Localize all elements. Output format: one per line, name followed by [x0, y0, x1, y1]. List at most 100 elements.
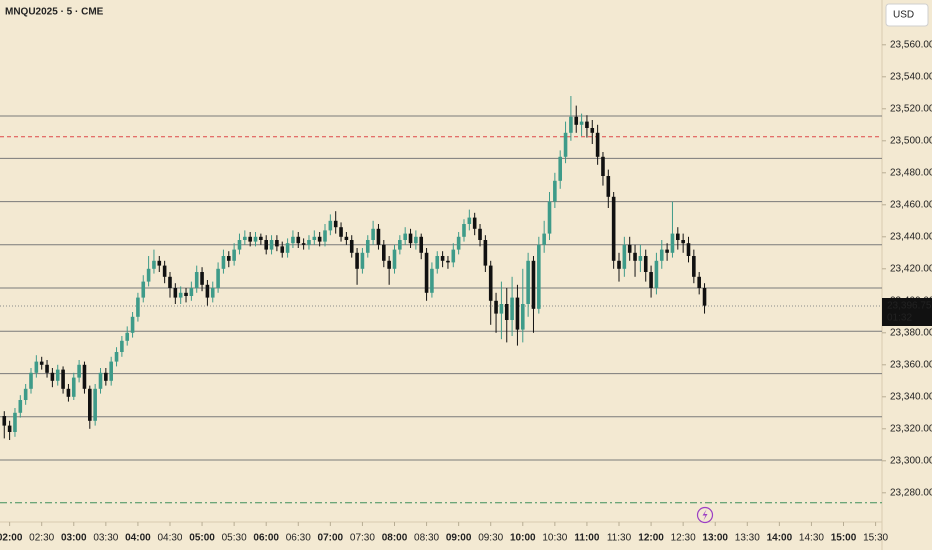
candle-body — [520, 304, 525, 330]
candle-body — [349, 240, 354, 253]
candle-body — [339, 227, 343, 237]
candle-body — [275, 240, 279, 247]
candle — [34, 355, 39, 378]
candle — [130, 312, 135, 338]
candle — [590, 120, 595, 144]
candle — [365, 235, 370, 258]
candle — [665, 243, 669, 261]
candle-body — [77, 364, 81, 378]
candle — [398, 235, 402, 255]
candle-body — [585, 121, 589, 128]
candle — [649, 265, 653, 298]
candle — [499, 281, 504, 340]
candle-body — [382, 244, 386, 261]
candle-body — [638, 256, 643, 261]
candle-body — [526, 260, 530, 304]
candle-body — [371, 228, 375, 240]
candle — [676, 227, 680, 250]
last-price-label: 23,396.75 — [887, 301, 932, 312]
candle — [435, 251, 440, 274]
candle-body — [71, 377, 76, 397]
candle-body — [563, 132, 568, 157]
chart-title: MNQU2025 · 5 · CME — [5, 7, 104, 18]
candle — [697, 272, 701, 295]
candle — [585, 115, 589, 138]
candle-body — [323, 230, 327, 242]
candle — [670, 201, 675, 258]
candle-body — [606, 176, 611, 197]
x-tick-label: 04:00 — [125, 533, 151, 544]
candle-body — [109, 361, 113, 381]
candle-body — [633, 252, 637, 261]
x-tick-label: 14:30 — [799, 533, 824, 544]
candle-body — [23, 388, 28, 400]
candle — [178, 286, 183, 304]
candle — [553, 172, 557, 208]
candle-body — [387, 260, 391, 269]
candle — [542, 220, 546, 253]
x-tick-label: 06:30 — [286, 533, 311, 544]
y-tick-label: 23,360.00 — [890, 359, 932, 370]
candle-body — [478, 228, 482, 240]
candle — [403, 227, 407, 245]
candle — [13, 408, 17, 437]
candle-body — [184, 292, 188, 296]
candle-body — [504, 304, 509, 320]
candle — [563, 121, 568, 164]
candle-body — [537, 244, 541, 309]
alert-bolt[interactable] — [702, 509, 708, 521]
candle — [462, 219, 466, 242]
candle — [98, 368, 103, 394]
candle-body — [243, 236, 247, 240]
x-tick-label: 07:00 — [318, 533, 344, 544]
candle — [61, 366, 65, 394]
candle-body — [462, 224, 466, 237]
candle-body — [221, 256, 226, 269]
candle-body — [168, 276, 172, 288]
x-tick-label: 07:30 — [350, 533, 375, 544]
currency-label[interactable]: USD — [893, 10, 914, 21]
alert-icon[interactable] — [696, 506, 714, 524]
candle-body — [702, 288, 707, 306]
candle — [339, 222, 343, 242]
candle-body — [18, 400, 23, 413]
candle-body — [659, 249, 664, 261]
candle — [120, 336, 124, 357]
candle-body — [408, 233, 413, 244]
y-tick-label: 23,340.00 — [890, 391, 932, 402]
candle-body — [472, 217, 477, 229]
x-tick-label: 12:30 — [671, 533, 696, 544]
x-tick-label: 05:30 — [222, 533, 247, 544]
candle — [515, 284, 520, 346]
candle — [221, 249, 226, 274]
candle — [686, 236, 691, 263]
candle-body — [34, 361, 39, 373]
candle-body — [55, 369, 60, 381]
candle — [424, 248, 429, 301]
candle-body — [29, 372, 33, 389]
candle — [232, 243, 236, 266]
candle — [627, 236, 632, 261]
x-tick-label: 10:00 — [510, 533, 536, 544]
candle — [77, 360, 81, 383]
candle-body — [66, 388, 71, 397]
y-tick-label: 23,480.00 — [890, 167, 932, 178]
candle — [558, 150, 563, 189]
candle-body — [419, 236, 424, 253]
candle-body — [435, 256, 440, 269]
candle — [408, 228, 413, 248]
candle — [280, 241, 285, 258]
y-tick-label: 23,540.00 — [890, 71, 932, 82]
candle — [504, 288, 509, 343]
candle-body — [617, 260, 621, 269]
candle-body — [173, 288, 178, 298]
candle-body — [424, 252, 429, 293]
candle — [88, 385, 92, 429]
currency-button[interactable] — [885, 3, 929, 27]
candle-body — [601, 156, 605, 176]
candle — [483, 235, 488, 272]
candle — [654, 252, 659, 295]
candle-body — [312, 236, 317, 240]
